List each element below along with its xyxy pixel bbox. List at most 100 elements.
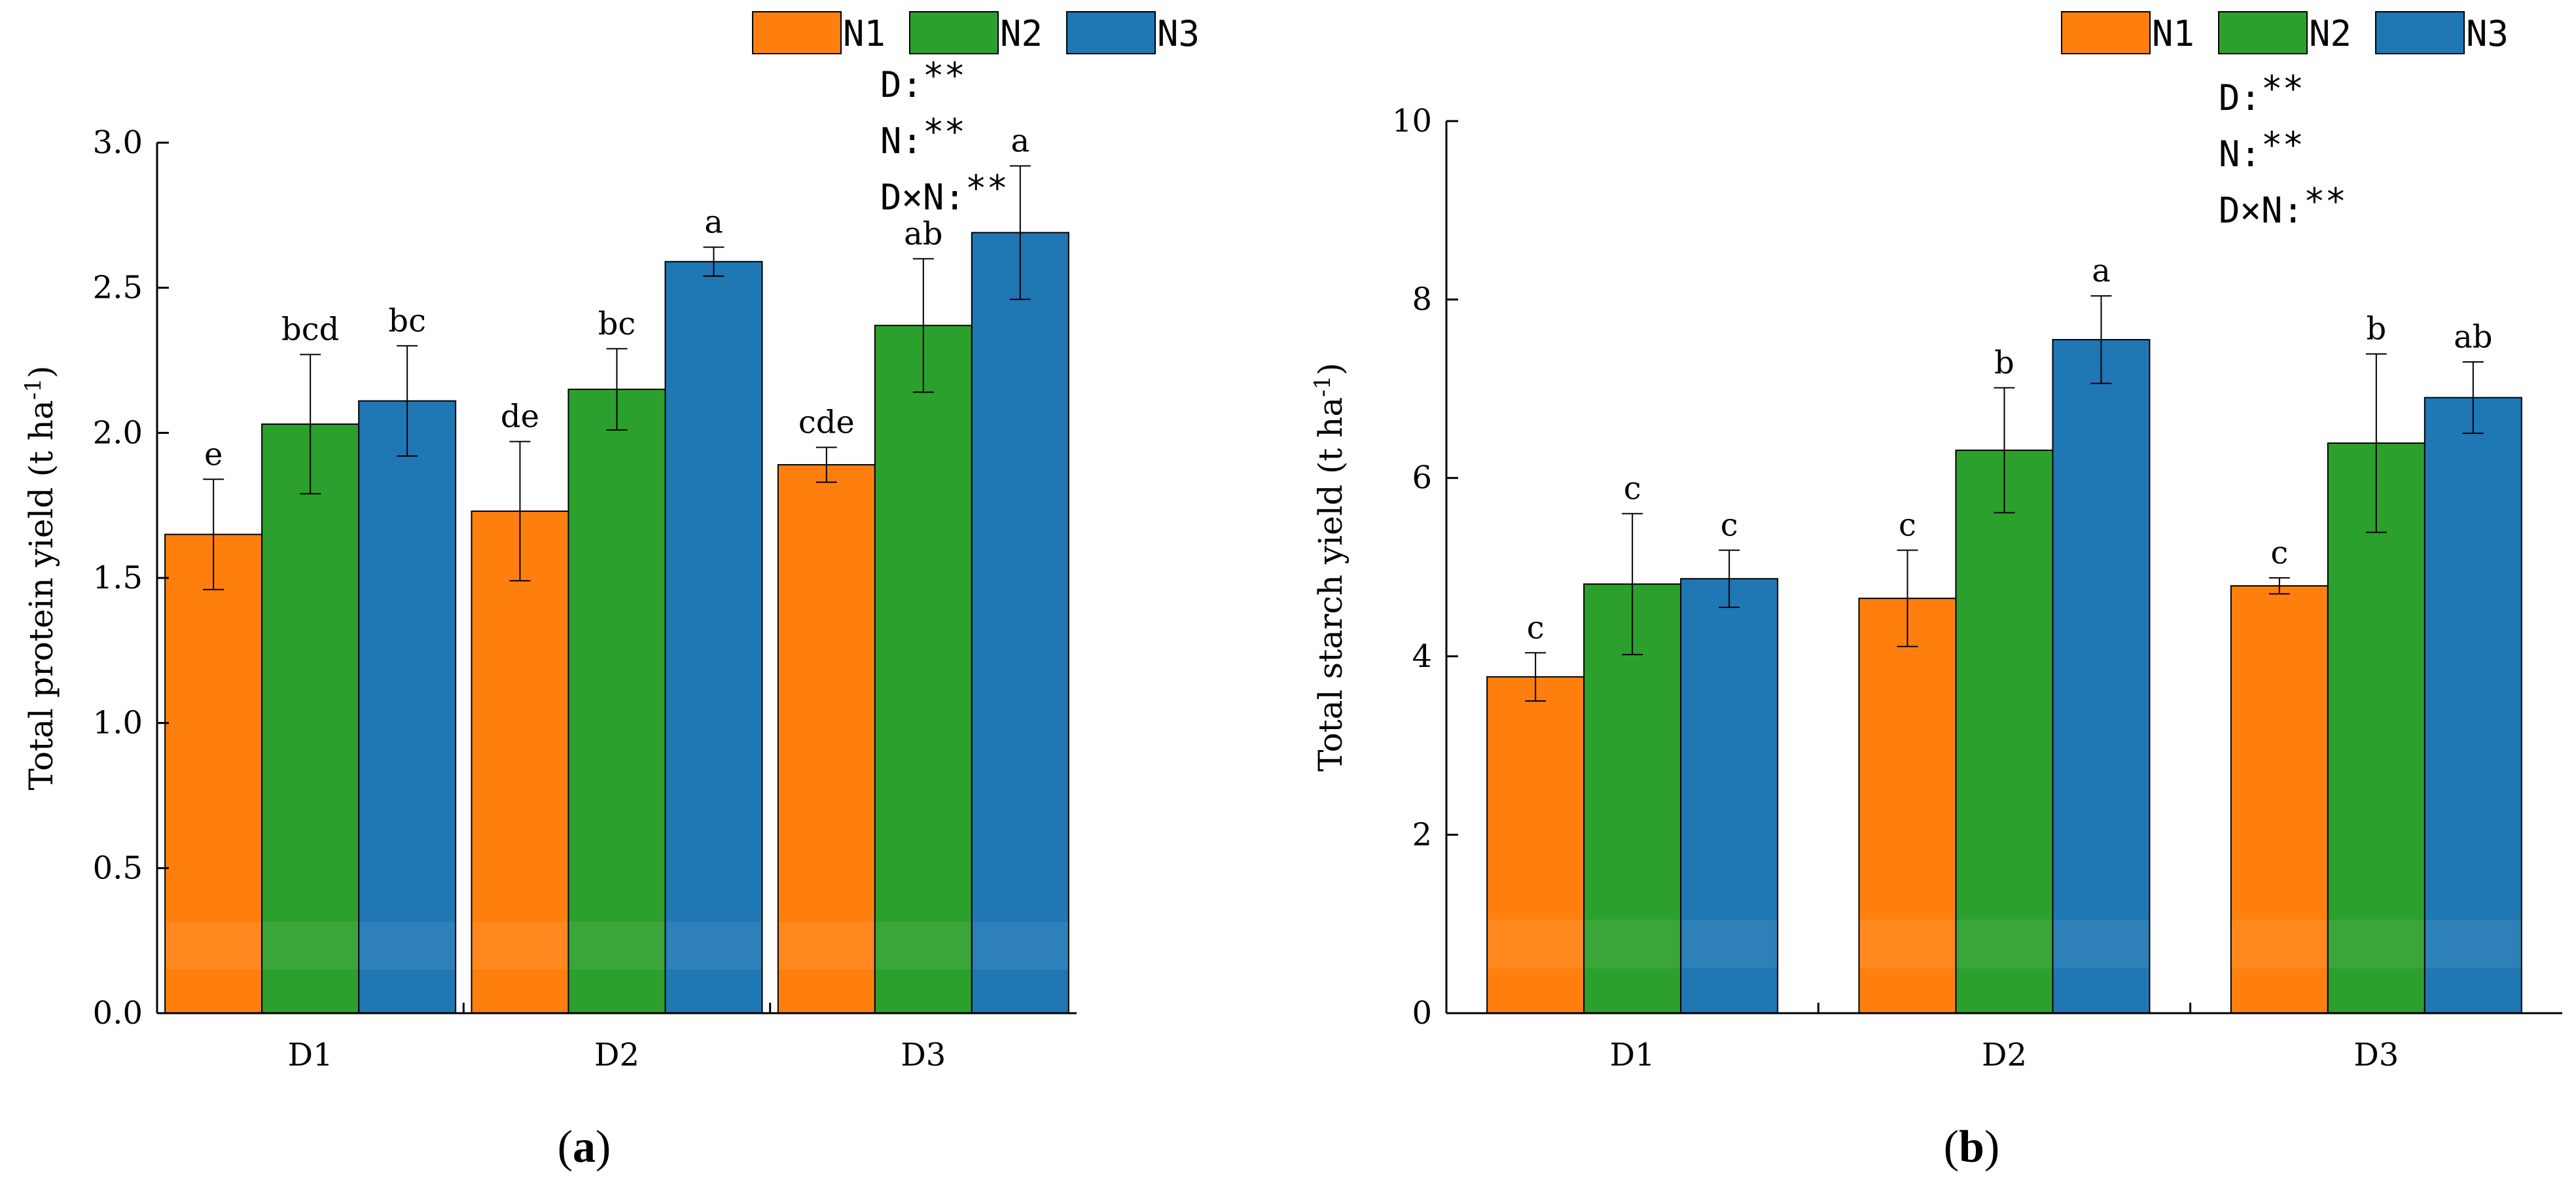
- error-bar-b-N3-D1: [1719, 549, 1740, 608]
- bar-base-shade: [2425, 919, 2521, 969]
- x-tick-label: D2: [594, 1037, 639, 1073]
- y-tick-label: 2.0: [93, 414, 143, 451]
- significance-letter: b: [2366, 311, 2386, 348]
- error-bar-b-N1-D3: [2268, 577, 2290, 595]
- bar-base-shade: [2328, 919, 2424, 969]
- bar-base-shade: [666, 922, 762, 970]
- bar-base-shade: [875, 922, 971, 970]
- significance-letter: e: [204, 436, 223, 473]
- bar-a-N3-D2: [664, 260, 763, 1014]
- y-tick-label: 0: [1412, 995, 1432, 1032]
- bar-a-N1-D1: [164, 533, 263, 1014]
- legend-swatch-N1: [2061, 11, 2151, 54]
- significance-letter: de: [501, 399, 539, 435]
- significance-letter: a: [1011, 122, 1030, 159]
- legend-swatch-N2: [909, 11, 999, 54]
- bar-base-shade: [166, 922, 262, 970]
- bar-base-shade: [1488, 919, 1584, 969]
- significance-letter: a: [704, 204, 723, 241]
- y-tick-label: 2: [1412, 816, 1432, 853]
- bar-b-N3-D2: [2052, 338, 2151, 1014]
- anova-stats-b: D:** N:** D×N:**: [2219, 68, 2346, 231]
- stat-D: D:**: [880, 55, 965, 105]
- legend-swatch-N3: [2375, 11, 2465, 54]
- x-tick-label: D1: [288, 1037, 333, 1073]
- legend-label-N2: N2: [1000, 13, 1043, 54]
- y-tick-label: 1.5: [93, 560, 143, 596]
- stat-D: D:**: [2219, 68, 2304, 118]
- bar-base-shade: [2053, 919, 2149, 969]
- significance-letter: ab: [904, 215, 942, 252]
- stat-DxN: D×N:**: [880, 168, 1008, 218]
- significance-letter: bc: [388, 302, 426, 339]
- significance-letter: c: [2270, 535, 2288, 571]
- significance-letter: a: [2092, 253, 2111, 289]
- stat-N: N:**: [2219, 124, 2304, 175]
- anova-stats-a: D:** N:** D×N:**: [880, 55, 1008, 218]
- y-tick-label: 6: [1412, 459, 1432, 496]
- bar-base-shade: [1584, 919, 1681, 969]
- bar-b-N2-D1: [1583, 583, 1682, 1014]
- stat-DxN: D×N:**: [2219, 181, 2346, 231]
- significance-letter: b: [1994, 345, 2014, 382]
- bar-b-N3-D3: [2424, 397, 2522, 1014]
- legend-swatch-N3: [1066, 11, 1156, 54]
- legend-label-N1: N1: [2152, 13, 2194, 54]
- y-tick-label: 2.5: [93, 270, 143, 306]
- legend-swatch-N2: [2218, 11, 2308, 54]
- legend-label-N3: N3: [2466, 13, 2509, 54]
- legend-swatch-N1: [752, 11, 842, 54]
- y-tick-label: 4: [1412, 638, 1432, 675]
- error-bar-b-N3-D2: [2090, 295, 2112, 384]
- significance-letter: bc: [598, 306, 636, 342]
- x-tick-label: D3: [2353, 1037, 2399, 1073]
- legend-label-N2: N2: [2309, 13, 2352, 54]
- bar-base-shade: [1956, 919, 2052, 969]
- bar-base-shade: [778, 922, 874, 970]
- y-tick-label: 0.0: [93, 995, 143, 1032]
- x-tick-label: D3: [901, 1037, 946, 1073]
- x-tick-label: D2: [1982, 1037, 2027, 1073]
- error-bar-b-N2-D2: [1994, 387, 2015, 514]
- chart-panel-a: e de cde bcd bc ab bc a a 0.0 0.5 1.0 1.5 2.0 2.5 3.0 D1…: [20, 11, 1200, 1172]
- bar-a-N3-D3: [971, 232, 1069, 1014]
- significance-letter: bcd: [281, 312, 339, 348]
- significance-letter: ab: [2454, 319, 2492, 355]
- significance-letter: c: [1721, 507, 1738, 544]
- y-tick-label: 0.5: [93, 850, 143, 886]
- error-bar-a-N2-D2: [606, 348, 628, 431]
- stat-N: N:**: [880, 111, 965, 162]
- bar-b-N2-D2: [1955, 449, 2054, 1014]
- error-bar-a-N3-D1: [397, 345, 418, 457]
- chart-panel-b: c c c c b b c a ab 0 2 4 6 8 10 D1 D2 D3 Total starch yiel…: [1310, 11, 2562, 1172]
- bar-a-N2-D3: [874, 325, 973, 1014]
- error-bar-b-N2-D1: [1622, 512, 1643, 656]
- legend-a: N1 N2 N3: [752, 11, 1200, 54]
- y-tick-label: 3.0: [93, 124, 143, 161]
- error-bar-a-N2-D1: [300, 353, 321, 495]
- x-tick-label: D1: [1610, 1037, 1655, 1073]
- bar-base-shade: [359, 922, 456, 970]
- bar-b-N2-D3: [2327, 442, 2425, 1014]
- panel-label-a: (a): [558, 1122, 611, 1172]
- y-tick-label: 1.0: [93, 705, 143, 742]
- bar-base-shade: [972, 922, 1068, 970]
- y-tick-label: 8: [1412, 281, 1432, 318]
- bar-base-shade: [1859, 919, 1956, 969]
- error-bar-b-N3-D3: [2462, 361, 2484, 435]
- panel-label-b: (b): [1944, 1122, 2000, 1172]
- y-tick-label: 10: [1392, 103, 1432, 139]
- bar-base-shade: [2231, 919, 2327, 969]
- error-bar-a-N3-D2: [703, 246, 724, 277]
- bar-b-N1-D2: [1858, 598, 1957, 1014]
- error-bar-b-N1-D1: [1525, 652, 1547, 702]
- error-bar-b-N2-D3: [2365, 353, 2387, 533]
- error-bar-a-N1-D1: [203, 478, 224, 590]
- error-bar-a-N3-D3: [1009, 165, 1031, 300]
- significance-letter: cde: [798, 404, 855, 441]
- significance-letter: c: [1624, 471, 1641, 507]
- y-axis-label: Total protein yield (t ha-1): [20, 365, 60, 790]
- bar-base-shade: [569, 922, 665, 970]
- legend-label-N3: N3: [1157, 13, 1200, 54]
